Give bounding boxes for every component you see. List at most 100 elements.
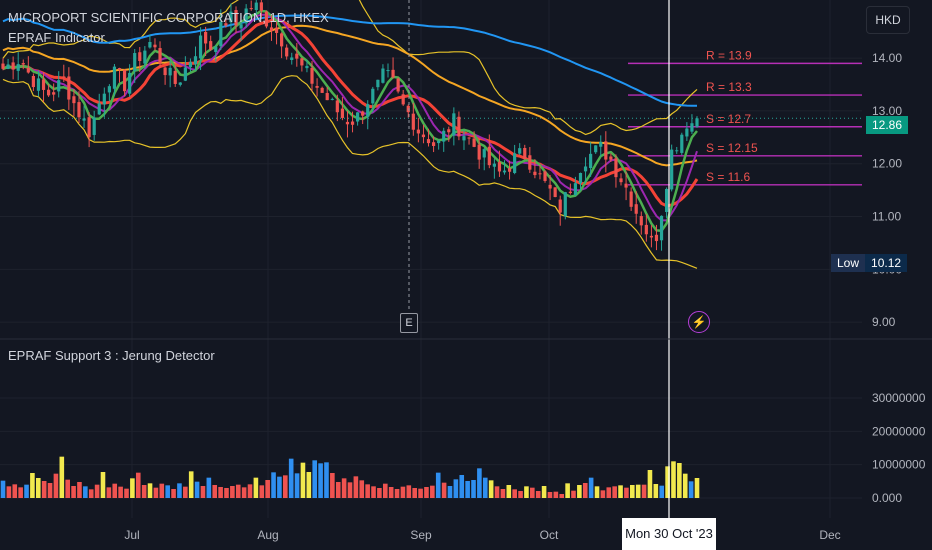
candle-body <box>148 42 152 48</box>
volume-bar <box>253 477 259 498</box>
volume-bar <box>6 486 12 498</box>
volume-bar <box>218 487 223 498</box>
candle-body <box>219 22 223 47</box>
volume-bar <box>641 484 647 498</box>
volume-bar <box>647 470 653 498</box>
candle-body <box>350 121 355 125</box>
volume-bar <box>71 486 76 498</box>
candle-body <box>67 76 71 100</box>
volume-bar <box>594 486 600 498</box>
candle-body <box>193 56 198 65</box>
ma-purple-line <box>2 13 698 222</box>
candle-body <box>239 24 243 29</box>
volume-bar <box>506 485 512 498</box>
volume-bar <box>665 466 670 498</box>
volume-bar <box>259 485 265 498</box>
candle-body <box>507 168 512 172</box>
low-label: Low <box>831 254 866 272</box>
candle-body <box>563 192 567 217</box>
volume-bar <box>582 483 588 498</box>
candle-body <box>102 93 106 105</box>
candle-body <box>594 145 598 153</box>
candle-body <box>462 136 466 141</box>
ema-blue-line <box>2 14 697 107</box>
symbol-title[interactable]: MICROPORT SCIENTIFIC CORPORATION, 1D, HK… <box>8 10 329 25</box>
bollinger-lower <box>2 75 698 269</box>
subpane-legend[interactable]: EPRAF Support 3 : Jerung Detector <box>8 348 215 363</box>
volume-bar <box>659 485 665 498</box>
earnings-marker[interactable]: E <box>400 313 418 333</box>
candle-body <box>16 64 20 71</box>
volume-bar <box>430 485 435 498</box>
candle-body <box>477 144 481 160</box>
volume-bar <box>606 487 612 498</box>
candle-body <box>361 111 365 116</box>
bollinger-bands <box>2 0 698 269</box>
indicator-legend[interactable]: EPRAF Indicator <box>8 30 105 45</box>
volume-bar <box>500 489 506 498</box>
volume-bar <box>165 485 170 498</box>
volume-bar <box>577 485 582 498</box>
volume-bar <box>206 477 212 498</box>
candle-body <box>168 67 172 76</box>
candle-body <box>406 105 410 113</box>
volume-bar <box>688 481 694 498</box>
volume-bar <box>435 472 441 498</box>
candle-body <box>568 191 572 194</box>
candle-body <box>553 187 557 198</box>
candle-body <box>685 128 689 137</box>
candle-body <box>421 134 426 138</box>
candle-body <box>259 2 263 11</box>
currency-button[interactable]: HKD <box>866 6 910 34</box>
price-tick-label: 11.00 <box>872 210 901 224</box>
level-label: R = 13.3 <box>706 80 752 94</box>
candle-body <box>599 142 603 147</box>
volume-bar <box>630 485 635 498</box>
candle-body <box>452 113 456 136</box>
candle-body <box>214 46 218 52</box>
candle-body <box>36 78 41 91</box>
candle-body <box>695 118 699 127</box>
volume-bar <box>224 488 229 498</box>
volume-bar <box>18 487 23 498</box>
volume-bar <box>371 486 376 498</box>
price-tick-label: 13.00 <box>872 104 902 118</box>
volume-bar <box>124 488 129 498</box>
volume-bar <box>553 491 559 498</box>
candle-body <box>295 53 299 59</box>
candle-body <box>52 92 56 95</box>
volume-bar <box>559 494 565 498</box>
lightning-icon[interactable]: ⚡ <box>688 311 710 333</box>
volume-bar <box>0 480 6 498</box>
candle-body <box>482 149 486 158</box>
candle-body <box>619 178 623 183</box>
level-label: S = 11.6 <box>706 170 750 184</box>
volume-bar <box>171 489 176 498</box>
candle-body <box>224 23 228 26</box>
volume-bar <box>600 490 606 498</box>
candle-body <box>558 199 562 213</box>
volume-bar <box>88 489 94 498</box>
volume-bar <box>388 487 394 498</box>
candle-body <box>330 98 334 100</box>
last-price-tag: 12.86 <box>866 116 908 134</box>
candle-body <box>274 27 279 33</box>
candle-body <box>325 93 329 101</box>
candle-body <box>92 117 96 135</box>
volume-bar <box>524 486 529 498</box>
candle-body <box>122 69 127 92</box>
volume-bar <box>153 487 159 498</box>
candle-body <box>41 79 46 90</box>
candle-body <box>467 137 471 139</box>
candle-body <box>11 62 15 70</box>
candle-body <box>513 153 517 173</box>
candle-body <box>416 129 420 134</box>
volume-bar <box>359 480 365 498</box>
candle-body <box>614 158 618 178</box>
volume-bar <box>100 472 106 498</box>
volume-bar <box>83 486 88 498</box>
candle-body <box>578 172 583 184</box>
candles <box>1 0 699 251</box>
volume-tick-label: 10000000 <box>872 458 926 472</box>
